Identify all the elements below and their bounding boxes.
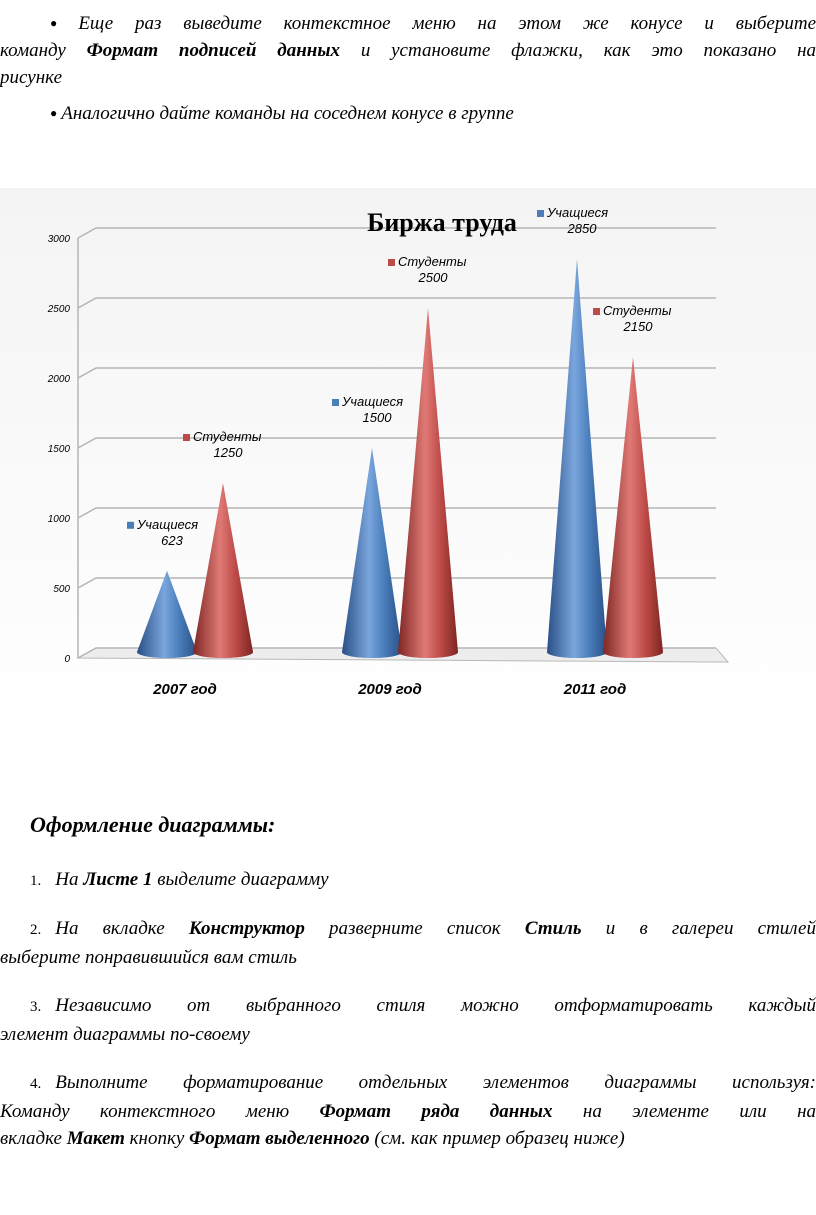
chart-title: Биржа труда xyxy=(367,208,517,237)
data-label-series-name: Студенты xyxy=(398,254,467,269)
cone-uchashchiesya-1 xyxy=(137,570,197,658)
list-item-3: 3. Независимо от выбранного стиля можно о… xyxy=(0,995,816,1045)
category-layer: 2007 год 2009 год 2011 год xyxy=(152,681,626,698)
y-tick-label: 0 xyxy=(64,654,70,665)
cone-studenty-1 xyxy=(193,483,253,658)
cone-uchashchiesya-2 xyxy=(342,448,402,658)
y-tick-label: 2500 xyxy=(47,304,71,315)
gridline xyxy=(77,297,716,309)
list-item-2: 2. На вкладке Конструктор разверните спис… xyxy=(0,918,816,968)
data-label-key xyxy=(537,210,544,217)
tick-layer: 0 500 1000 1500 2000 2500 3000 xyxy=(47,234,71,665)
bullet1-line2: команду Формат подписей данных и установ… xyxy=(0,40,816,61)
data-label-value: 1250 xyxy=(214,445,244,460)
bullet1-line1: ● Еще раз выведите контекстное меню на эт… xyxy=(50,13,816,34)
cone-layer xyxy=(137,259,663,658)
cone-uchashchiesya-3 xyxy=(547,259,607,658)
data-label-key xyxy=(593,308,600,315)
data-label-series-name: Студенты xyxy=(193,429,262,444)
cone-studenty-2 xyxy=(398,308,458,658)
bullet-paragraph-1: ● Еще раз выведите контекстное меню на эт… xyxy=(0,10,816,91)
y-tick-label: 3000 xyxy=(48,234,71,245)
data-label-value: 2150 xyxy=(623,319,654,334)
y-tick-label: 500 xyxy=(53,584,70,595)
data-label-value: 2850 xyxy=(567,221,598,236)
data-label-value: 623 xyxy=(161,533,183,548)
category-label: 2011 год xyxy=(563,681,627,698)
y-tick-label: 2000 xyxy=(47,374,71,385)
data-label-key xyxy=(127,521,134,529)
gridline xyxy=(77,577,716,589)
bullet-dot-icon: ● xyxy=(50,16,75,30)
data-label-series-name: Студенты xyxy=(603,303,672,318)
gridline xyxy=(77,437,716,449)
data-label-key xyxy=(332,399,339,406)
list-item-4: 4. Выполните форматирование отдельных эле… xyxy=(0,1072,816,1149)
section-heading: Оформление диаграммы: xyxy=(30,812,276,837)
data-label-series-name: Учащиеся xyxy=(546,205,608,220)
data-label-key xyxy=(183,434,190,441)
y-tick-label: 1000 xyxy=(48,514,71,525)
y-tick-label: 1500 xyxy=(48,444,71,455)
list-item-1: 1. На Листе 1 выделите диаграмму xyxy=(30,869,329,890)
label-layer: Учащиеся623Студенты1250Учащиеся1500Студе… xyxy=(127,205,672,548)
data-label-key xyxy=(388,259,395,266)
gridline xyxy=(77,507,716,519)
gridline xyxy=(77,227,716,239)
cone-studenty-3 xyxy=(603,357,663,658)
data-label-value: 2500 xyxy=(418,270,449,285)
bullet-paragraph-2: ● Аналогично дайте команды на соседнем ко… xyxy=(50,103,514,124)
data-label-value: 1500 xyxy=(363,410,393,425)
chart: 0 500 1000 1500 2000 2500 3000 Учащиеся 623 Студ… xyxy=(0,188,816,744)
bullet1-line3: рисунке xyxy=(0,67,63,88)
data-label-series-name: Учащиеся xyxy=(341,394,403,409)
bullet-dot-icon: ● xyxy=(50,106,58,120)
gridline xyxy=(77,647,716,659)
category-label: 2009 год xyxy=(357,681,422,698)
category-label: 2007 год xyxy=(152,681,217,698)
gridline xyxy=(77,367,716,379)
data-label-series-name: Учащиеся xyxy=(136,517,198,532)
